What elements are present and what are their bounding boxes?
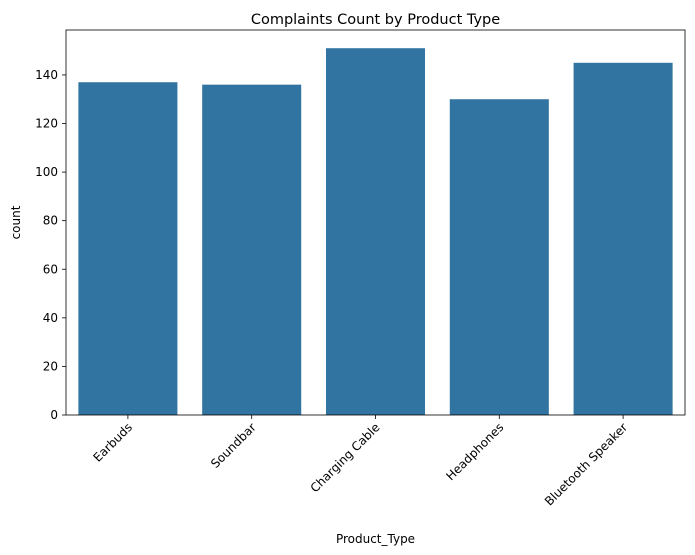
x-tick-label: Soundbar xyxy=(208,420,259,471)
y-tick-label: 20 xyxy=(43,359,58,373)
plot-frame xyxy=(65,29,686,416)
bar-bluetooth-speaker xyxy=(573,62,673,415)
y-axis-ticks: 0 20 40 60 80 100 120 140 xyxy=(35,68,66,422)
y-tick-label: 80 xyxy=(43,214,58,228)
y-tick-label: 40 xyxy=(43,311,58,325)
y-tick-label: 100 xyxy=(35,165,58,179)
x-tick-label: Charging Cable xyxy=(308,420,383,495)
y-tick-label: 140 xyxy=(35,68,58,82)
bar-headphones xyxy=(449,99,549,416)
x-axis-ticks: Earbuds Soundbar Charging Cable Headphones B… xyxy=(90,415,630,509)
x-tick-label: Bluetooth Speaker xyxy=(542,420,630,508)
bar-soundbar xyxy=(202,84,302,415)
x-tick-label: Headphones xyxy=(443,420,506,483)
bars-group xyxy=(78,48,673,416)
y-axis-label: count xyxy=(9,205,23,239)
y-tick-label: 0 xyxy=(50,408,58,422)
chart-title: Complaints Count by Product Type xyxy=(251,12,500,28)
y-tick-label: 120 xyxy=(35,117,58,131)
y-tick-label: 60 xyxy=(43,262,58,276)
bar-earbuds xyxy=(78,82,178,416)
x-tick-label: Earbuds xyxy=(90,420,135,465)
x-axis-label: Product_Type xyxy=(336,532,415,546)
bar-charging-cable xyxy=(325,48,426,416)
